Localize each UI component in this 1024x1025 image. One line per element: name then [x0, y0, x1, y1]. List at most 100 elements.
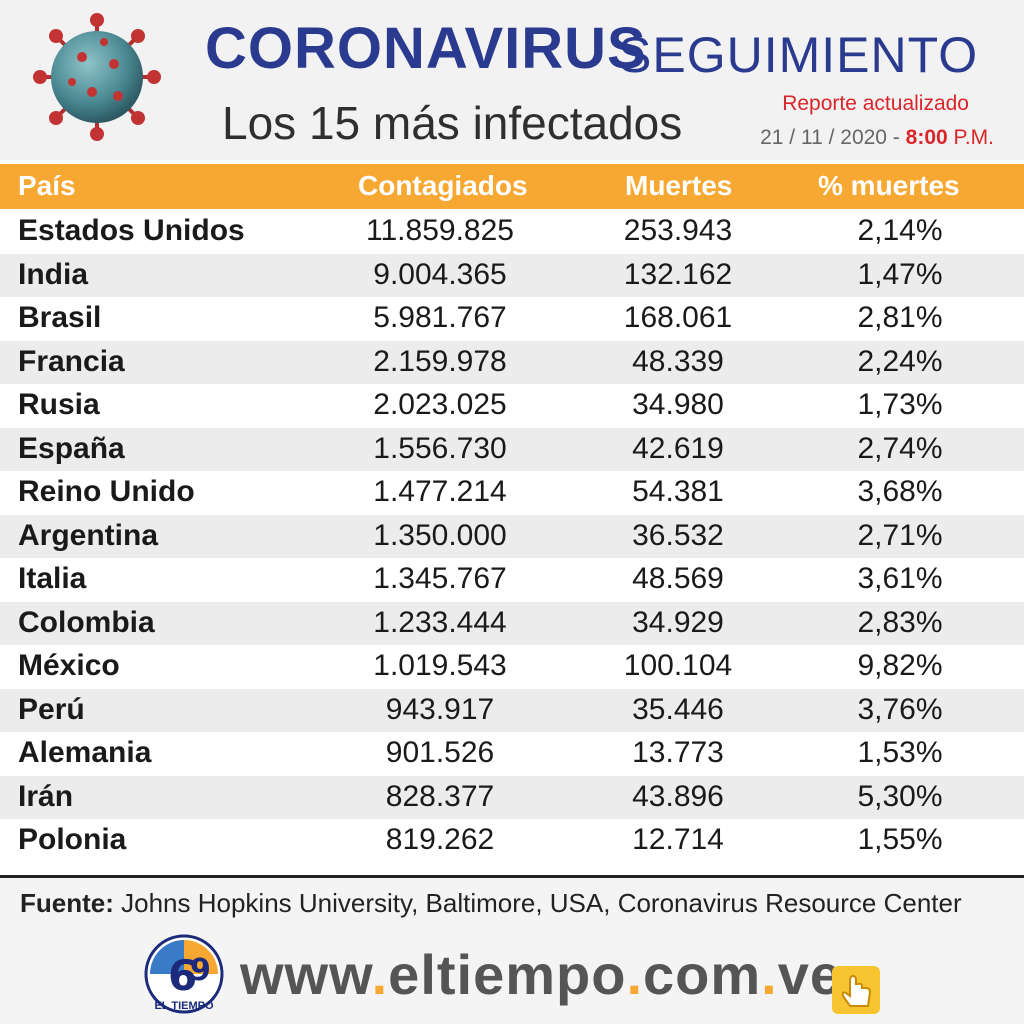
- pct-muertes-cell: 5,30%: [857, 779, 943, 813]
- report-ampm: P.M.: [953, 126, 994, 149]
- url-dot: .: [626, 943, 643, 1006]
- pct-muertes-cell: 3,68%: [857, 475, 943, 508]
- contagiados-cell: 1.350.000: [373, 518, 507, 552]
- pct-muertes-cell: 1,73%: [857, 388, 943, 421]
- table-row: México 1.019.543 100.104 9,82%: [0, 645, 1024, 689]
- pct-muertes-cell: 2,83%: [857, 605, 943, 639]
- pct-muertes-cell: 2,81%: [857, 301, 943, 334]
- pct-muertes-cell: 9,82%: [857, 649, 943, 682]
- table-row: Francia 2.159.978 48.339 2,24%: [0, 340, 1024, 384]
- country-cell: Estados Unidos: [18, 214, 245, 247]
- contagiados-cell: 2.023.025: [373, 388, 507, 421]
- url-part: www: [240, 943, 372, 1006]
- table-row: Polonia 819.262 12.714 1,55%: [0, 819, 1024, 863]
- table-row: Estados Unidos 11.859.825 253.943 2,14%: [0, 210, 1024, 254]
- country-cell: Brasil: [18, 301, 102, 334]
- muertes-cell: 48.339: [632, 344, 724, 378]
- header: CORONAVIRUS SEGUIMIENTO Los 15 más infec…: [0, 0, 1024, 160]
- column-header-pais: País: [18, 170, 76, 201]
- contagiados-cell: 9.004.365: [373, 257, 507, 291]
- report-date: 21 / 11 / 2020 - 8:00 P.M.: [760, 126, 994, 150]
- muertes-cell: 100.104: [623, 649, 733, 682]
- pct-muertes-cell: 2,14%: [857, 214, 943, 247]
- country-cell: México: [18, 649, 120, 682]
- source-text: Fuente: Johns Hopkins University, Baltim…: [20, 888, 962, 919]
- pct-muertes-cell: 2,24%: [857, 344, 943, 378]
- table-row: Brasil 5.981.767 168.061 2,81%: [0, 297, 1024, 341]
- logo-69-icon: 6 9: [144, 934, 224, 1014]
- country-cell: Perú: [18, 692, 85, 726]
- pointing-hand-icon: [832, 966, 880, 1014]
- muertes-cell: 13.773: [632, 736, 724, 769]
- muertes-cell: 168.061: [623, 301, 733, 334]
- table-row: Alemania 901.526 13.773 1,53%: [0, 732, 1024, 776]
- country-cell: Colombia: [18, 605, 155, 639]
- coronavirus-icon: [33, 13, 161, 141]
- table-row: Colombia 1.233.444 34.929 2,83%: [0, 601, 1024, 645]
- svg-text:6: 6: [168, 951, 197, 1000]
- url-part: ve: [777, 943, 843, 1006]
- contagiados-cell: 1.019.543: [373, 649, 507, 682]
- table-row: Perú 943.917 35.446 3,76%: [0, 688, 1024, 732]
- page-subtitle: Los 15 más infectados: [222, 97, 683, 149]
- url-dot: .: [371, 943, 389, 1006]
- contagiados-cell: 2.159.978: [373, 344, 507, 378]
- contagiados-cell: 901.526: [385, 736, 495, 769]
- table-row: India 9.004.365 132.162 1,47%: [0, 253, 1024, 297]
- table-row: Argentina 1.350.000 36.532 2,71%: [0, 514, 1024, 558]
- website-url: www.eltiempo.com.ve: [240, 942, 842, 1007]
- url-part: eltiempo: [388, 943, 627, 1006]
- table-header: País Contagiados Muertes % muertes: [0, 164, 1024, 209]
- contagiados-cell: 1.233.444: [373, 605, 507, 639]
- country-cell: Irán: [18, 779, 74, 813]
- muertes-cell: 36.532: [632, 518, 724, 552]
- muertes-cell: 132.162: [623, 257, 733, 291]
- table-row: Rusia 2.023.025 34.980 1,73%: [0, 384, 1024, 428]
- contagiados-cell: 5.981.767: [373, 301, 507, 334]
- table-row: Italia 1.345.767 48.569 3,61%: [0, 558, 1024, 602]
- muertes-cell: 253.943: [623, 214, 733, 247]
- muertes-cell: 34.980: [632, 388, 724, 421]
- country-cell: Polonia: [18, 823, 127, 856]
- table-row: España 1.556.730 42.619 2,74%: [0, 427, 1024, 471]
- muertes-cell: 43.896: [632, 779, 724, 813]
- report-time: 8:00: [905, 126, 948, 149]
- pct-muertes-cell: 1,47%: [857, 257, 943, 291]
- muertes-cell: 42.619: [632, 431, 724, 465]
- title-sub: SEGUIMIENTO: [618, 27, 979, 83]
- logo-text: EL TIEMPO: [154, 1000, 214, 1012]
- contagiados-cell: 1.477.214: [373, 475, 507, 508]
- pct-muertes-cell: 3,76%: [857, 692, 943, 726]
- country-cell: España: [18, 431, 125, 465]
- country-cell: Francia: [18, 344, 125, 378]
- pct-muertes-cell: 3,61%: [857, 562, 943, 595]
- svg-text:9: 9: [190, 953, 211, 988]
- country-cell: India: [18, 257, 89, 291]
- column-header-contagiados: Contagiados: [358, 170, 528, 201]
- report-label: Reporte actualizado: [782, 92, 969, 115]
- table-body: Estados Unidos 11.859.825 253.943 2,14% Indi…: [0, 210, 1024, 863]
- country-cell: Argentina: [18, 518, 159, 552]
- muertes-cell: 54.381: [632, 475, 724, 508]
- pct-muertes-cell: 2,74%: [857, 431, 943, 465]
- url-part: com: [643, 943, 762, 1006]
- contagiados-cell: 1.556.730: [373, 431, 507, 465]
- url-dot: .: [761, 943, 778, 1006]
- el-tiempo-logo: 6 9 EL TIEMPO: [138, 934, 230, 1020]
- column-header-muertes: Muertes: [625, 170, 733, 201]
- source-value: Johns Hopkins University, Baltimore, USA…: [113, 888, 962, 918]
- source-bar: Fuente: Johns Hopkins University, Baltim…: [0, 875, 1024, 928]
- muertes-cell: 48.569: [632, 562, 724, 595]
- source-label: Fuente:: [20, 888, 114, 918]
- table-row: Reino Unido 1.477.214 54.381 3,68%: [0, 471, 1024, 515]
- contagiados-cell: 943.917: [385, 692, 495, 726]
- country-cell: Italia: [18, 562, 87, 595]
- pct-muertes-cell: 2,71%: [857, 518, 943, 552]
- contagiados-cell: 819.262: [385, 823, 495, 856]
- contagiados-cell: 1.345.767: [373, 562, 507, 595]
- column-header-pct-muertes: % muertes: [818, 170, 960, 201]
- country-cell: Alemania: [18, 736, 152, 769]
- table-row: Irán 828.377 43.896 5,30%: [0, 775, 1024, 819]
- contagiados-cell: 11.859.825: [366, 214, 514, 247]
